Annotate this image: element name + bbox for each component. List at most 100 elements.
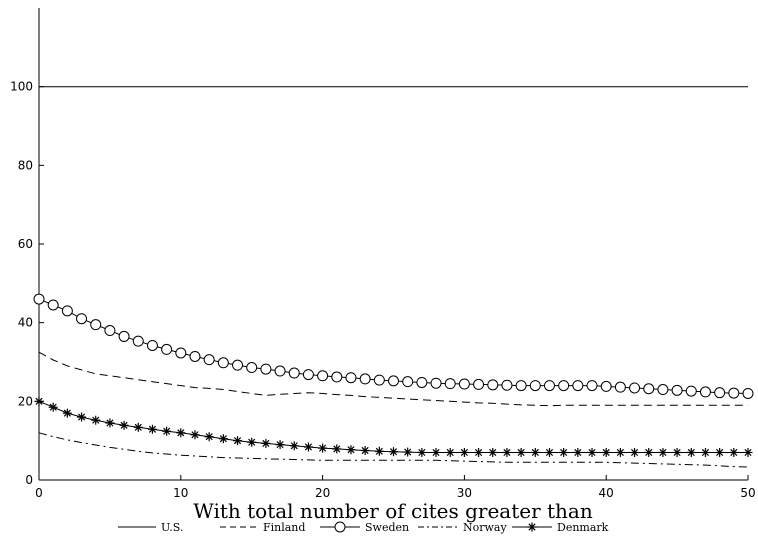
point-sweden: [317, 370, 329, 382]
point-sweden: [146, 339, 158, 351]
point-sweden: [189, 350, 201, 362]
point-sweden: [331, 371, 343, 383]
point-denmark: [147, 424, 157, 434]
point-denmark: [729, 447, 739, 457]
point-sweden: [699, 386, 711, 398]
point-denmark: [62, 408, 72, 418]
point-sweden: [132, 335, 144, 347]
legend-label: Norway: [463, 521, 507, 534]
point-sweden: [76, 313, 88, 325]
legend-marker: [527, 522, 537, 532]
point-sweden: [657, 384, 669, 396]
point-sweden: [458, 378, 470, 390]
point-denmark: [544, 447, 554, 457]
series-sweden: [33, 293, 754, 399]
legend-label: Finland: [263, 521, 305, 534]
point-denmark: [615, 447, 625, 457]
point-denmark: [119, 420, 129, 430]
series-finland: [38, 351, 748, 407]
point-denmark: [261, 438, 271, 448]
point-sweden: [402, 376, 414, 388]
point-denmark: [403, 447, 413, 457]
point-sweden: [671, 384, 683, 396]
point-sweden: [373, 374, 385, 386]
legend-marker: [334, 521, 346, 533]
point-denmark: [601, 447, 611, 457]
point-denmark: [91, 415, 101, 425]
point-denmark: [133, 422, 143, 432]
point-sweden: [629, 382, 641, 394]
point-sweden: [558, 380, 570, 392]
legend: U.S. Finland Sweden Norway Denmark: [118, 521, 609, 534]
point-denmark: [474, 447, 484, 457]
point-sweden: [600, 380, 612, 392]
x-axis-title: With total number of cites greater than: [193, 499, 593, 523]
point-sweden: [529, 380, 541, 392]
point-denmark: [559, 447, 569, 457]
point-denmark: [233, 436, 243, 446]
series-line-finland: [38, 351, 748, 407]
point-denmark: [48, 402, 58, 412]
legend-item-sweden: Sweden: [320, 521, 409, 534]
point-sweden: [175, 347, 187, 359]
series-line-denmark: [38, 400, 748, 453]
point-denmark: [516, 447, 526, 457]
x-tick-label: 10: [173, 486, 188, 500]
point-sweden: [388, 375, 399, 387]
point-denmark: [431, 447, 441, 457]
point-sweden: [90, 319, 102, 331]
x-tick-label: 0: [35, 486, 43, 500]
y-tick-label: 20: [18, 394, 33, 408]
point-sweden: [444, 378, 456, 390]
point-sweden: [714, 387, 726, 399]
point-denmark: [573, 447, 583, 457]
point-sweden: [345, 372, 357, 384]
point-sweden: [515, 380, 527, 392]
point-sweden: [302, 369, 314, 381]
y-tick-label: 60: [18, 237, 33, 251]
point-sweden: [728, 387, 740, 399]
legend-label: U.S.: [161, 521, 183, 534]
y-tick-label: 0: [25, 473, 33, 487]
point-denmark: [318, 443, 328, 453]
point-denmark: [672, 447, 682, 457]
point-denmark: [190, 430, 200, 440]
point-sweden: [430, 377, 442, 389]
point-sweden: [359, 373, 371, 385]
x-tick-label: 30: [457, 486, 472, 500]
point-sweden: [543, 380, 555, 392]
point-denmark: [459, 447, 469, 457]
point-sweden: [614, 381, 626, 393]
point-sweden: [274, 365, 286, 377]
point-denmark: [204, 432, 214, 442]
point-sweden: [473, 378, 485, 390]
point-sweden: [203, 354, 215, 366]
point-denmark: [289, 441, 299, 451]
series-denmark: [34, 396, 753, 457]
point-denmark: [488, 447, 498, 457]
point-denmark: [247, 437, 257, 447]
y-tick-label: 80: [18, 158, 33, 172]
point-denmark: [389, 447, 398, 457]
legend-item-us: U.S.: [118, 521, 183, 534]
point-denmark: [332, 444, 342, 454]
point-denmark: [630, 447, 640, 457]
point-denmark: [587, 447, 597, 457]
point-sweden: [685, 385, 697, 397]
point-denmark: [743, 447, 753, 457]
point-denmark: [700, 447, 710, 457]
point-denmark: [417, 447, 427, 457]
point-denmark: [176, 428, 186, 438]
point-sweden: [742, 387, 754, 399]
point-denmark: [346, 445, 356, 455]
legend-label: Sweden: [365, 521, 409, 534]
point-denmark: [686, 447, 696, 457]
point-sweden: [232, 359, 244, 371]
point-denmark: [658, 447, 668, 457]
point-sweden: [33, 293, 45, 305]
point-sweden: [161, 343, 173, 355]
legend-item-denmark: Denmark: [512, 521, 609, 534]
point-sweden: [246, 362, 258, 374]
point-denmark: [162, 426, 172, 436]
